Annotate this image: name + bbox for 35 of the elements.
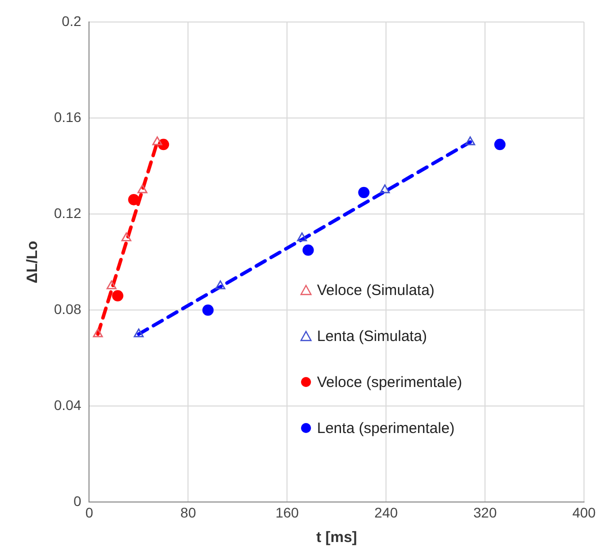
- legend-label: Lenta (Simulata): [317, 328, 428, 344]
- point: [158, 138, 170, 150]
- point: [92, 328, 103, 338]
- x-tick-label: 0: [85, 504, 94, 520]
- x-tick-label: 160: [275, 504, 300, 520]
- legend-label: Lenta (sperimentale): [317, 420, 455, 436]
- point: [297, 232, 307, 242]
- x-tick-label: 240: [374, 504, 398, 520]
- point: [106, 280, 116, 290]
- point: [202, 304, 214, 316]
- point: [465, 136, 476, 146]
- point: [112, 290, 124, 302]
- y-tick-label: 0.2: [62, 12, 82, 29]
- x-tick-label: 80: [180, 504, 196, 520]
- x-tick-label: 400: [572, 504, 596, 520]
- x-tick-label: 320: [473, 504, 497, 520]
- y-tick-label: 0.04: [54, 397, 82, 414]
- legend-label: Veloce (Simulata): [317, 282, 435, 298]
- point: [494, 138, 506, 150]
- point: [358, 186, 370, 198]
- point: [128, 194, 140, 206]
- x-axis-title: t [ms]: [316, 529, 358, 546]
- y-tick-label: 0.12: [54, 204, 82, 221]
- point: [302, 244, 314, 256]
- point: [152, 136, 162, 146]
- point: [380, 184, 390, 194]
- point: [121, 232, 132, 242]
- y-tick-label: 0.08: [54, 300, 82, 317]
- legend-label: Veloce (sperimentale): [317, 374, 462, 390]
- y-tick-label: 0: [73, 493, 82, 510]
- point: [215, 280, 226, 290]
- y-tick-label: 0.16: [54, 108, 82, 125]
- point: [134, 328, 144, 338]
- point: [137, 184, 148, 194]
- y-axis-title: ΔL/Lo: [24, 240, 42, 284]
